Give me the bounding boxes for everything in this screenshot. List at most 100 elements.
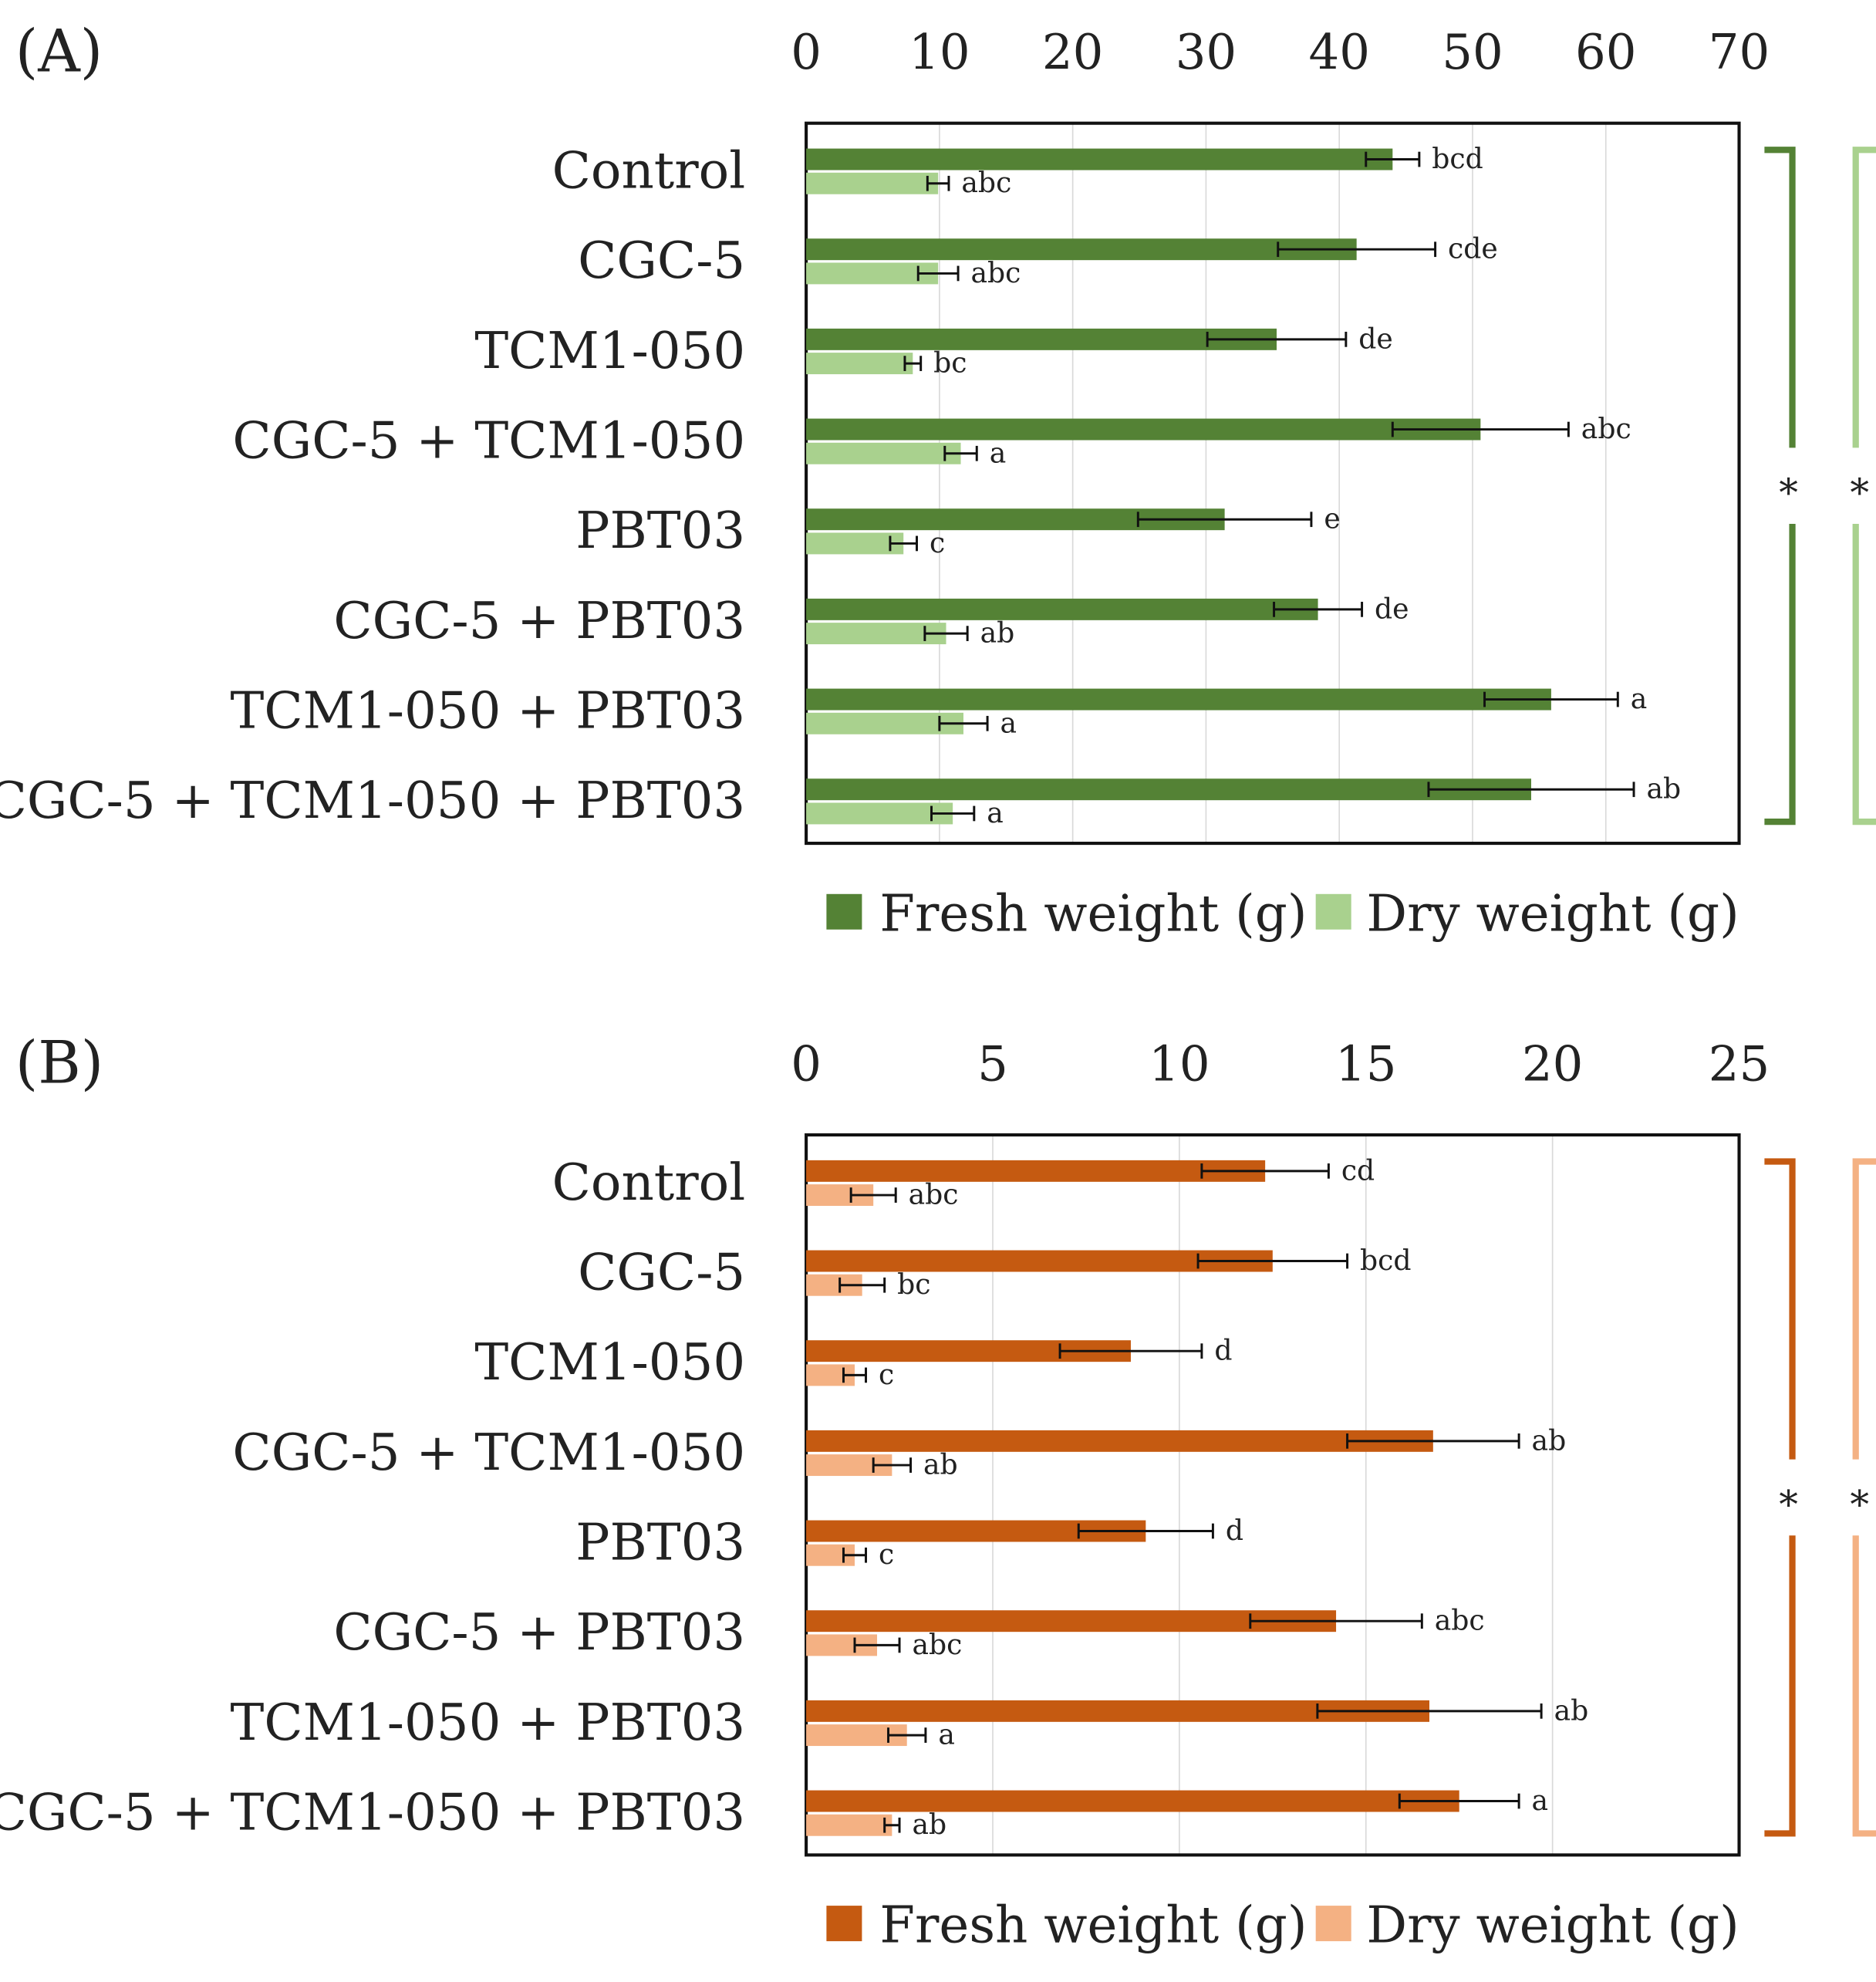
significance-letter: abc xyxy=(970,256,1021,289)
x-tick-label: 20 xyxy=(1042,24,1103,80)
significance-letter: c xyxy=(879,1358,894,1391)
legend-swatch-fresh xyxy=(826,893,862,930)
significance-letter: c xyxy=(879,1538,894,1571)
x-tick-label: 70 xyxy=(1709,24,1770,80)
significance-star: * xyxy=(1779,471,1798,515)
category-label: CGC-5 xyxy=(578,1243,745,1302)
significance-bracket xyxy=(1852,147,1876,826)
x-tick-label: 10 xyxy=(909,24,970,80)
significance-letter: bc xyxy=(933,346,967,380)
significance-letter: d xyxy=(1214,1334,1232,1367)
category-label: TCM1-050 xyxy=(474,1333,745,1392)
category-label: CGC-5 xyxy=(578,231,745,290)
dry-weight-bar xyxy=(806,1814,892,1836)
category-label: Control xyxy=(552,142,746,201)
category-label: CGC-5 + TCM1-050 + PBT03 xyxy=(0,1784,745,1842)
significance-letter: e xyxy=(1324,502,1340,535)
dry-weight-bar xyxy=(806,623,946,645)
significance-letter: a xyxy=(987,796,1004,829)
panel-label: (A) xyxy=(15,17,103,85)
significance-letter: bcd xyxy=(1432,142,1483,175)
fresh-weight-bar xyxy=(806,328,1277,350)
x-tick-label: 15 xyxy=(1335,1035,1396,1092)
category-label: CGC-5 + PBT03 xyxy=(333,1603,745,1662)
plot-area-frame xyxy=(805,121,1741,846)
panel-label: (B) xyxy=(15,1029,104,1097)
category-label: TCM1-050 + PBT03 xyxy=(231,1693,746,1752)
dry-weight-bar xyxy=(806,442,961,464)
legend-label-dry: Dry weight (g) xyxy=(1366,884,1739,943)
dry-weight-bar xyxy=(806,353,913,375)
fresh-weight-bar xyxy=(806,1430,1433,1452)
fresh-weight-bar xyxy=(806,778,1532,801)
legend: Fresh weight (g) Dry weight (g) xyxy=(826,884,1739,943)
x-tick-label: 0 xyxy=(791,1035,822,1092)
legend-label-fresh: Fresh weight (g) xyxy=(879,884,1307,943)
category-label: PBT03 xyxy=(575,1513,745,1572)
fresh-weight-bar xyxy=(806,148,1393,171)
significance-letter: de xyxy=(1375,592,1409,625)
significance-star: * xyxy=(1779,1482,1798,1527)
fresh-weight-bar xyxy=(806,1610,1337,1633)
category-label: CGC-5 + TCM1-050 xyxy=(232,1423,745,1482)
significance-letter: c xyxy=(930,526,945,559)
x-tick-label: 30 xyxy=(1176,24,1237,80)
significance-letter: a xyxy=(938,1718,955,1751)
dry-weight-bar xyxy=(806,802,953,825)
significance-letter: de xyxy=(1358,322,1393,355)
fresh-weight-bar xyxy=(806,598,1318,620)
x-tick-label: 60 xyxy=(1575,24,1636,80)
significance-letter: a xyxy=(990,436,1007,469)
significance-letter: abc xyxy=(961,166,1011,199)
significance-letter: abc xyxy=(909,1178,959,1211)
category-label: Control xyxy=(552,1153,746,1212)
category-label: TCM1-050 xyxy=(474,322,745,380)
legend: Fresh weight (g) Dry weight (g) xyxy=(826,1896,1739,1955)
legend-label-fresh: Fresh weight (g) xyxy=(879,1896,1307,1955)
fresh-weight-bar xyxy=(806,688,1551,711)
fresh-weight-bar xyxy=(806,238,1357,261)
legend-swatch-fresh xyxy=(826,1906,862,1942)
significance-letter: bcd xyxy=(1360,1244,1412,1277)
significance-letter: ab xyxy=(912,1808,946,1841)
fresh-weight-bar xyxy=(806,1790,1459,1812)
significance-letter: ab xyxy=(1532,1423,1567,1457)
significance-letter: abc xyxy=(1581,412,1631,445)
dry-weight-bar xyxy=(806,172,939,194)
plot-area-frame xyxy=(805,1133,1741,1857)
fresh-weight-bar xyxy=(806,1250,1273,1272)
x-tick-label: 25 xyxy=(1709,1035,1770,1092)
dry-weight-bar xyxy=(806,262,939,285)
significance-letter: bc xyxy=(897,1268,930,1301)
legend-swatch-dry xyxy=(1315,1906,1351,1942)
significance-bracket xyxy=(1852,1158,1876,1837)
category-label: PBT03 xyxy=(575,501,745,560)
significance-letter: d xyxy=(1226,1514,1243,1547)
significance-star: * xyxy=(1850,1482,1869,1527)
significance-letter: cde xyxy=(1448,232,1498,265)
category-label: CGC-5 + PBT03 xyxy=(333,592,745,650)
legend-swatch-dry xyxy=(1315,893,1351,930)
x-tick-label: 0 xyxy=(791,24,822,80)
fresh-weight-bar xyxy=(806,1160,1266,1182)
significance-star: * xyxy=(1850,471,1869,515)
significance-letter: abc xyxy=(1435,1604,1485,1637)
category-label: CGC-5 + TCM1-050 + PBT03 xyxy=(0,772,745,830)
x-tick-label: 20 xyxy=(1522,1035,1583,1092)
significance-letter: a xyxy=(1532,1784,1549,1817)
dry-weight-bar xyxy=(806,532,904,555)
x-tick-label: 50 xyxy=(1442,24,1503,80)
significance-letter: ab xyxy=(980,616,1015,650)
dry-weight-bar xyxy=(806,712,963,734)
x-tick-label: 40 xyxy=(1308,24,1369,80)
category-label: CGC-5 + TCM1-050 xyxy=(232,412,745,471)
significance-bracket xyxy=(1764,147,1796,826)
x-tick-label: 10 xyxy=(1149,1035,1210,1092)
significance-letter: a xyxy=(1000,706,1017,739)
fresh-weight-bar xyxy=(806,418,1481,441)
significance-bracket xyxy=(1764,1158,1796,1837)
